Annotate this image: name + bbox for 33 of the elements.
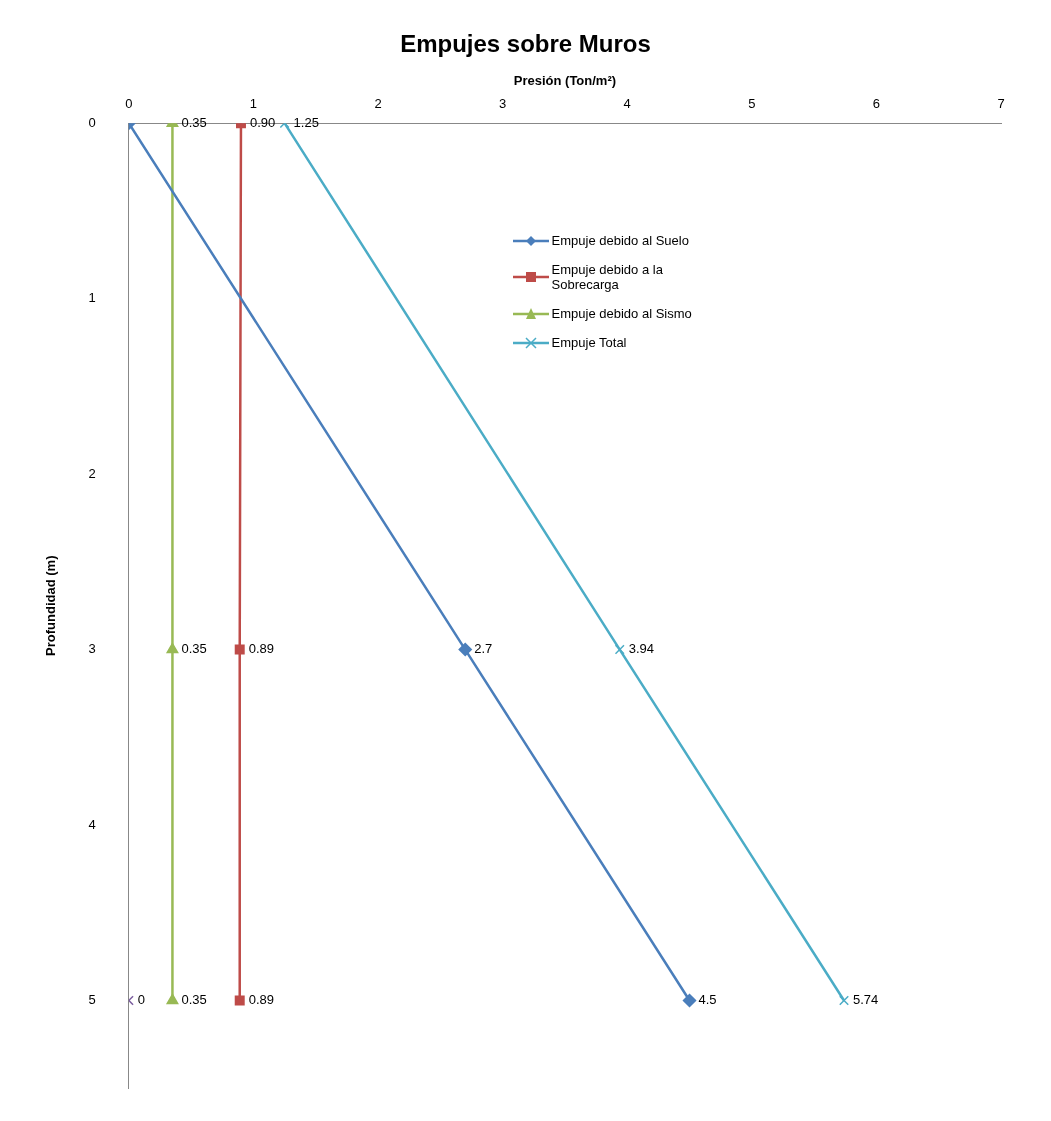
data-label: 4.5 [698, 992, 717, 1008]
legend-label: Empuje debido al Suelo [551, 233, 689, 249]
legend-label: Empuje Total [551, 335, 627, 351]
x-tick-label: 2 [374, 95, 382, 111]
x-tick-label: 3 [499, 95, 507, 111]
chart-title: Empujes sobre Muros [399, 30, 652, 58]
legend-label: Empuje debido a la Sobrecarga [551, 262, 664, 293]
x-tick-label: 1 [249, 95, 258, 111]
data-label: 0.35 [181, 992, 207, 1008]
y-tick-label: 4 [88, 816, 96, 832]
data-label: 2.7 [474, 641, 493, 657]
data-label: 0.35 [181, 641, 207, 657]
data-label: 0.89 [248, 992, 275, 1008]
y-tick-label: 2 [88, 465, 96, 481]
x-tick-label: 6 [872, 95, 881, 111]
legend-label: Empuje debido al Sismo [551, 306, 692, 322]
x-tick-label: 5 [748, 95, 756, 111]
data-label: 1.25 [293, 114, 319, 130]
data-label: 0.89 [248, 641, 275, 657]
y-tick-label: 1 [88, 290, 96, 306]
y-tick-label: 3 [88, 641, 96, 657]
x-axis-title: Presión (Ton/m²) [513, 73, 617, 89]
data-label: 0 [137, 992, 146, 1008]
y-tick-label: 5 [88, 992, 96, 1008]
data-label: 0.90 [249, 114, 276, 130]
data-label: 5.74 [853, 992, 879, 1008]
y-axis-title: Profundidad (m) [43, 555, 59, 656]
data-label: 0.35 [181, 114, 207, 130]
y-tick-label: 0 [88, 114, 96, 130]
x-tick-label: 7 [997, 95, 1005, 111]
x-tick-label: 0 [125, 95, 133, 111]
x-tick-label: 4 [623, 95, 631, 111]
data-label: 3.94 [628, 641, 655, 657]
